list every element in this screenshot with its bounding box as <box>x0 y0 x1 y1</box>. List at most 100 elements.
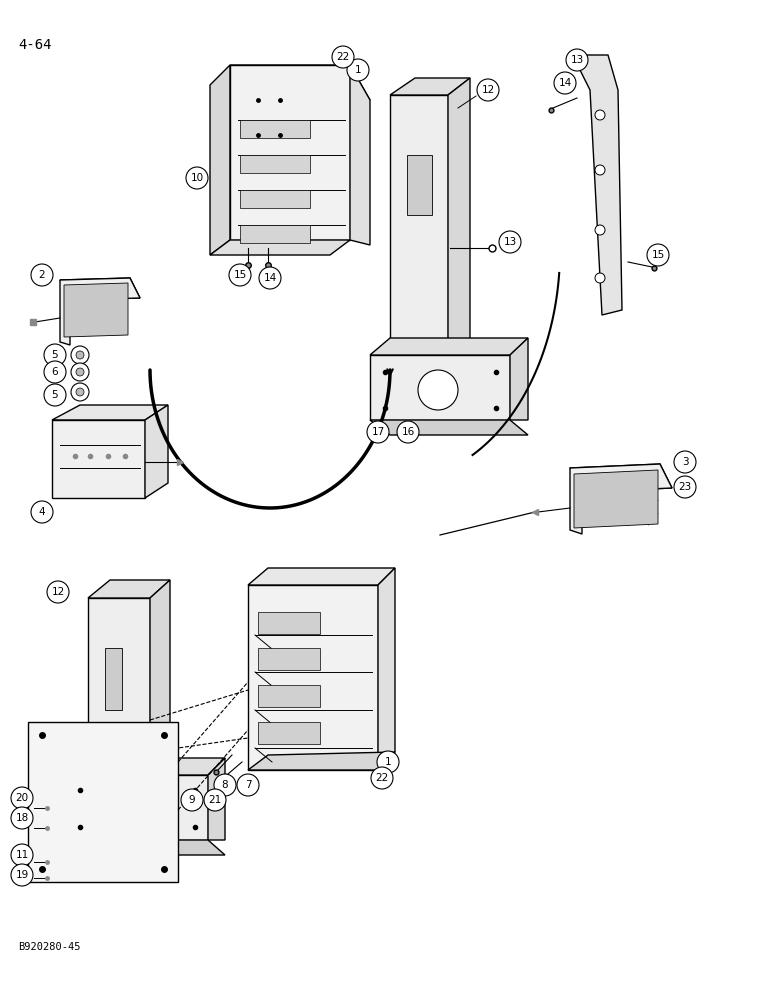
Polygon shape <box>370 355 510 420</box>
Polygon shape <box>240 120 310 138</box>
Circle shape <box>11 787 33 809</box>
Text: 5: 5 <box>52 390 59 400</box>
Polygon shape <box>378 568 395 770</box>
Text: 6: 6 <box>52 367 59 377</box>
Text: 13: 13 <box>503 237 516 247</box>
Polygon shape <box>60 278 140 300</box>
Polygon shape <box>248 568 395 585</box>
Text: 23: 23 <box>679 482 692 492</box>
Circle shape <box>554 72 576 94</box>
Polygon shape <box>407 155 432 215</box>
Circle shape <box>76 368 84 376</box>
Polygon shape <box>248 585 378 770</box>
Circle shape <box>674 451 696 473</box>
Circle shape <box>44 361 66 383</box>
Polygon shape <box>258 612 320 634</box>
Polygon shape <box>258 648 320 670</box>
Polygon shape <box>248 752 395 770</box>
Circle shape <box>71 346 89 364</box>
Polygon shape <box>150 580 170 775</box>
Polygon shape <box>230 65 370 100</box>
Circle shape <box>674 476 696 498</box>
Circle shape <box>47 581 69 603</box>
Text: 11: 11 <box>15 850 29 860</box>
Circle shape <box>44 384 66 406</box>
Polygon shape <box>240 155 310 173</box>
Circle shape <box>418 370 458 410</box>
Polygon shape <box>570 464 672 534</box>
Polygon shape <box>105 648 122 710</box>
Polygon shape <box>390 78 470 95</box>
Polygon shape <box>52 405 168 420</box>
Polygon shape <box>88 598 150 775</box>
Polygon shape <box>28 722 178 882</box>
Circle shape <box>566 49 588 71</box>
Text: 7: 7 <box>245 780 252 790</box>
Polygon shape <box>370 338 528 355</box>
Circle shape <box>595 225 605 235</box>
Text: 22: 22 <box>337 52 350 62</box>
Circle shape <box>595 273 605 283</box>
Circle shape <box>499 231 521 253</box>
Circle shape <box>214 774 236 796</box>
Circle shape <box>332 46 354 68</box>
Text: 16: 16 <box>401 427 415 437</box>
Text: 20: 20 <box>15 793 29 803</box>
Circle shape <box>237 774 259 796</box>
Text: 12: 12 <box>52 587 65 597</box>
Circle shape <box>76 351 84 359</box>
Circle shape <box>71 383 89 401</box>
Circle shape <box>11 844 33 866</box>
Circle shape <box>11 864 33 886</box>
Circle shape <box>76 388 84 396</box>
Text: 10: 10 <box>191 173 204 183</box>
Text: 18: 18 <box>15 813 29 823</box>
Text: 15: 15 <box>233 270 246 280</box>
Circle shape <box>31 264 53 286</box>
Polygon shape <box>350 65 370 245</box>
Text: 21: 21 <box>208 795 222 805</box>
Polygon shape <box>570 464 672 492</box>
Circle shape <box>347 59 369 81</box>
Polygon shape <box>88 580 170 598</box>
Text: 8: 8 <box>222 780 229 790</box>
Text: 14: 14 <box>263 273 276 283</box>
Circle shape <box>229 264 251 286</box>
Polygon shape <box>52 420 145 498</box>
Circle shape <box>647 244 669 266</box>
Circle shape <box>595 165 605 175</box>
Polygon shape <box>575 55 622 315</box>
Polygon shape <box>68 775 208 840</box>
Text: 5: 5 <box>52 350 59 360</box>
Polygon shape <box>210 240 350 255</box>
Polygon shape <box>574 470 658 528</box>
Polygon shape <box>370 420 528 435</box>
Polygon shape <box>145 405 168 498</box>
Circle shape <box>397 421 419 443</box>
Text: 9: 9 <box>188 795 195 805</box>
Circle shape <box>11 807 33 829</box>
Text: 4: 4 <box>39 507 46 517</box>
Polygon shape <box>448 78 470 355</box>
Text: 17: 17 <box>371 427 384 437</box>
Circle shape <box>181 789 203 811</box>
Text: 13: 13 <box>571 55 584 65</box>
Polygon shape <box>60 278 140 345</box>
Polygon shape <box>240 190 310 208</box>
Circle shape <box>371 767 393 789</box>
Circle shape <box>44 344 66 366</box>
Text: 1: 1 <box>354 65 361 75</box>
Polygon shape <box>64 283 128 337</box>
Circle shape <box>377 751 399 773</box>
Polygon shape <box>230 65 350 240</box>
Polygon shape <box>390 95 448 355</box>
Text: 14: 14 <box>558 78 571 88</box>
Text: 15: 15 <box>652 250 665 260</box>
Polygon shape <box>258 722 320 744</box>
Text: 2: 2 <box>39 270 46 280</box>
Polygon shape <box>510 338 528 420</box>
Circle shape <box>259 267 281 289</box>
Polygon shape <box>210 65 230 255</box>
Polygon shape <box>208 758 225 840</box>
Text: 19: 19 <box>15 870 29 880</box>
